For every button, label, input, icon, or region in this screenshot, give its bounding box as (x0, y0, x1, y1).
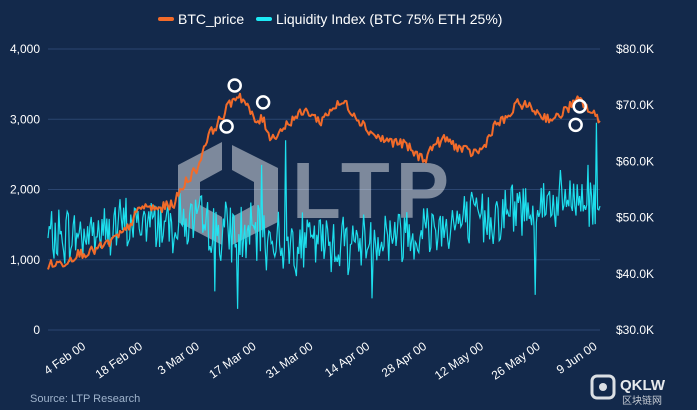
x-tick-label: 28 Apr 00 (379, 339, 429, 380)
right-tick-label: $30.0K (616, 323, 654, 337)
ltp-watermark-text: LTP (292, 146, 455, 235)
x-axis: 4 Feb 00 18 Feb 00 3 Mar 00 17 Mar 00 31 Mar… (41, 339, 600, 383)
qklw-logo-subtext: 区块链网 (622, 394, 662, 407)
annotation-circle (219, 119, 234, 134)
left-tick-label: 1,000 (10, 253, 40, 267)
liquidity-line (47, 122, 601, 309)
right-tick-label: $60.0K (616, 154, 654, 168)
grid-lines (48, 48, 600, 331)
annotation-circle (255, 95, 271, 110)
legend: BTC_price Liquidity Index (BTC 75% ETH 2… (158, 11, 502, 27)
x-tick-label: 9 Jun 00 (554, 339, 600, 377)
x-tick-label: 26 May 00 (489, 339, 543, 383)
legend-label-btc: BTC_price (178, 11, 244, 27)
x-tick-label: 14 Apr 00 (322, 339, 372, 380)
x-tick-label: 4 Feb 00 (41, 339, 88, 378)
btc-price-series (47, 92, 601, 270)
ltp-logo-mark-inner (232, 145, 278, 245)
x-tick-label: 18 Feb 00 (93, 339, 146, 382)
annotation-circle (227, 78, 242, 93)
annotation-circle (572, 99, 587, 114)
annotation-circle (568, 117, 583, 133)
left-tick-label: 3,000 (10, 112, 40, 126)
source-note: Source: LTP Research (30, 393, 140, 405)
legend-label-liquidity: Liquidity Index (BTC 75% ETH 25%) (276, 11, 502, 27)
qklw-logo-mark (590, 374, 616, 400)
right-tick-label: $70.0K (616, 98, 654, 112)
x-tick-label: 17 Mar 00 (206, 339, 259, 382)
qklw-logo-dot (599, 383, 607, 391)
x-tick-label: 12 May 00 (432, 339, 486, 383)
left-tick-label: 2,000 (10, 183, 40, 197)
left-tick-label: 4,000 (10, 42, 40, 56)
right-axis: $30.0K $40.0K $50.0K $60.0K $70.0K $80.0K (616, 42, 654, 337)
left-axis: 0 1,000 2,000 3,000 4,000 (10, 42, 40, 337)
x-tick-label: 3 Mar 00 (155, 339, 202, 378)
annotation-markers (219, 78, 587, 134)
x-tick-label: 31 Mar 00 (263, 339, 316, 382)
right-tick-label: $50.0K (616, 211, 654, 225)
qklw-logo-text: QKLW (620, 377, 666, 394)
liquidity-series (47, 122, 601, 309)
left-tick-label: 0 (33, 323, 40, 337)
right-tick-label: $80.0K (616, 42, 654, 56)
right-tick-label: $40.0K (616, 267, 654, 281)
btc-price-line (47, 92, 601, 270)
ltp-watermark: LTP (178, 142, 455, 245)
qklw-logo: QKLW 区块链网 (590, 374, 666, 407)
